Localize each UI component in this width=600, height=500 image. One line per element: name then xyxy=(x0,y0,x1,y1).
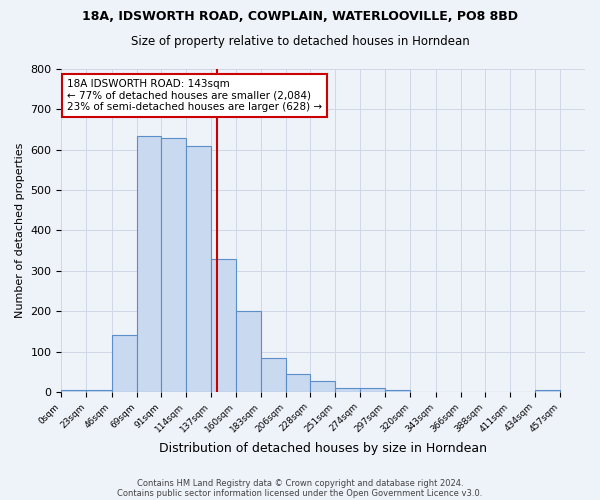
Bar xyxy=(137,136,161,392)
Bar xyxy=(286,374,310,392)
Bar xyxy=(236,311,261,392)
Text: Contains public sector information licensed under the Open Government Licence v3: Contains public sector information licen… xyxy=(118,488,482,498)
Bar xyxy=(385,390,410,392)
Bar xyxy=(335,388,360,392)
Y-axis label: Number of detached properties: Number of detached properties xyxy=(15,142,25,318)
Text: Contains HM Land Registry data © Crown copyright and database right 2024.: Contains HM Land Registry data © Crown c… xyxy=(137,478,463,488)
Bar xyxy=(186,146,211,392)
Bar xyxy=(161,138,186,392)
Bar xyxy=(310,380,335,392)
Text: 18A, IDSWORTH ROAD, COWPLAIN, WATERLOOVILLE, PO8 8BD: 18A, IDSWORTH ROAD, COWPLAIN, WATERLOOVI… xyxy=(82,10,518,23)
Bar xyxy=(261,358,286,392)
Bar xyxy=(360,388,385,392)
Bar xyxy=(211,258,236,392)
Bar xyxy=(86,390,112,392)
X-axis label: Distribution of detached houses by size in Horndean: Distribution of detached houses by size … xyxy=(159,442,487,455)
Bar xyxy=(61,390,86,392)
Bar xyxy=(535,390,560,392)
Text: Size of property relative to detached houses in Horndean: Size of property relative to detached ho… xyxy=(131,35,469,48)
Text: 18A IDSWORTH ROAD: 143sqm
← 77% of detached houses are smaller (2,084)
23% of se: 18A IDSWORTH ROAD: 143sqm ← 77% of detac… xyxy=(67,79,322,112)
Bar xyxy=(112,336,137,392)
